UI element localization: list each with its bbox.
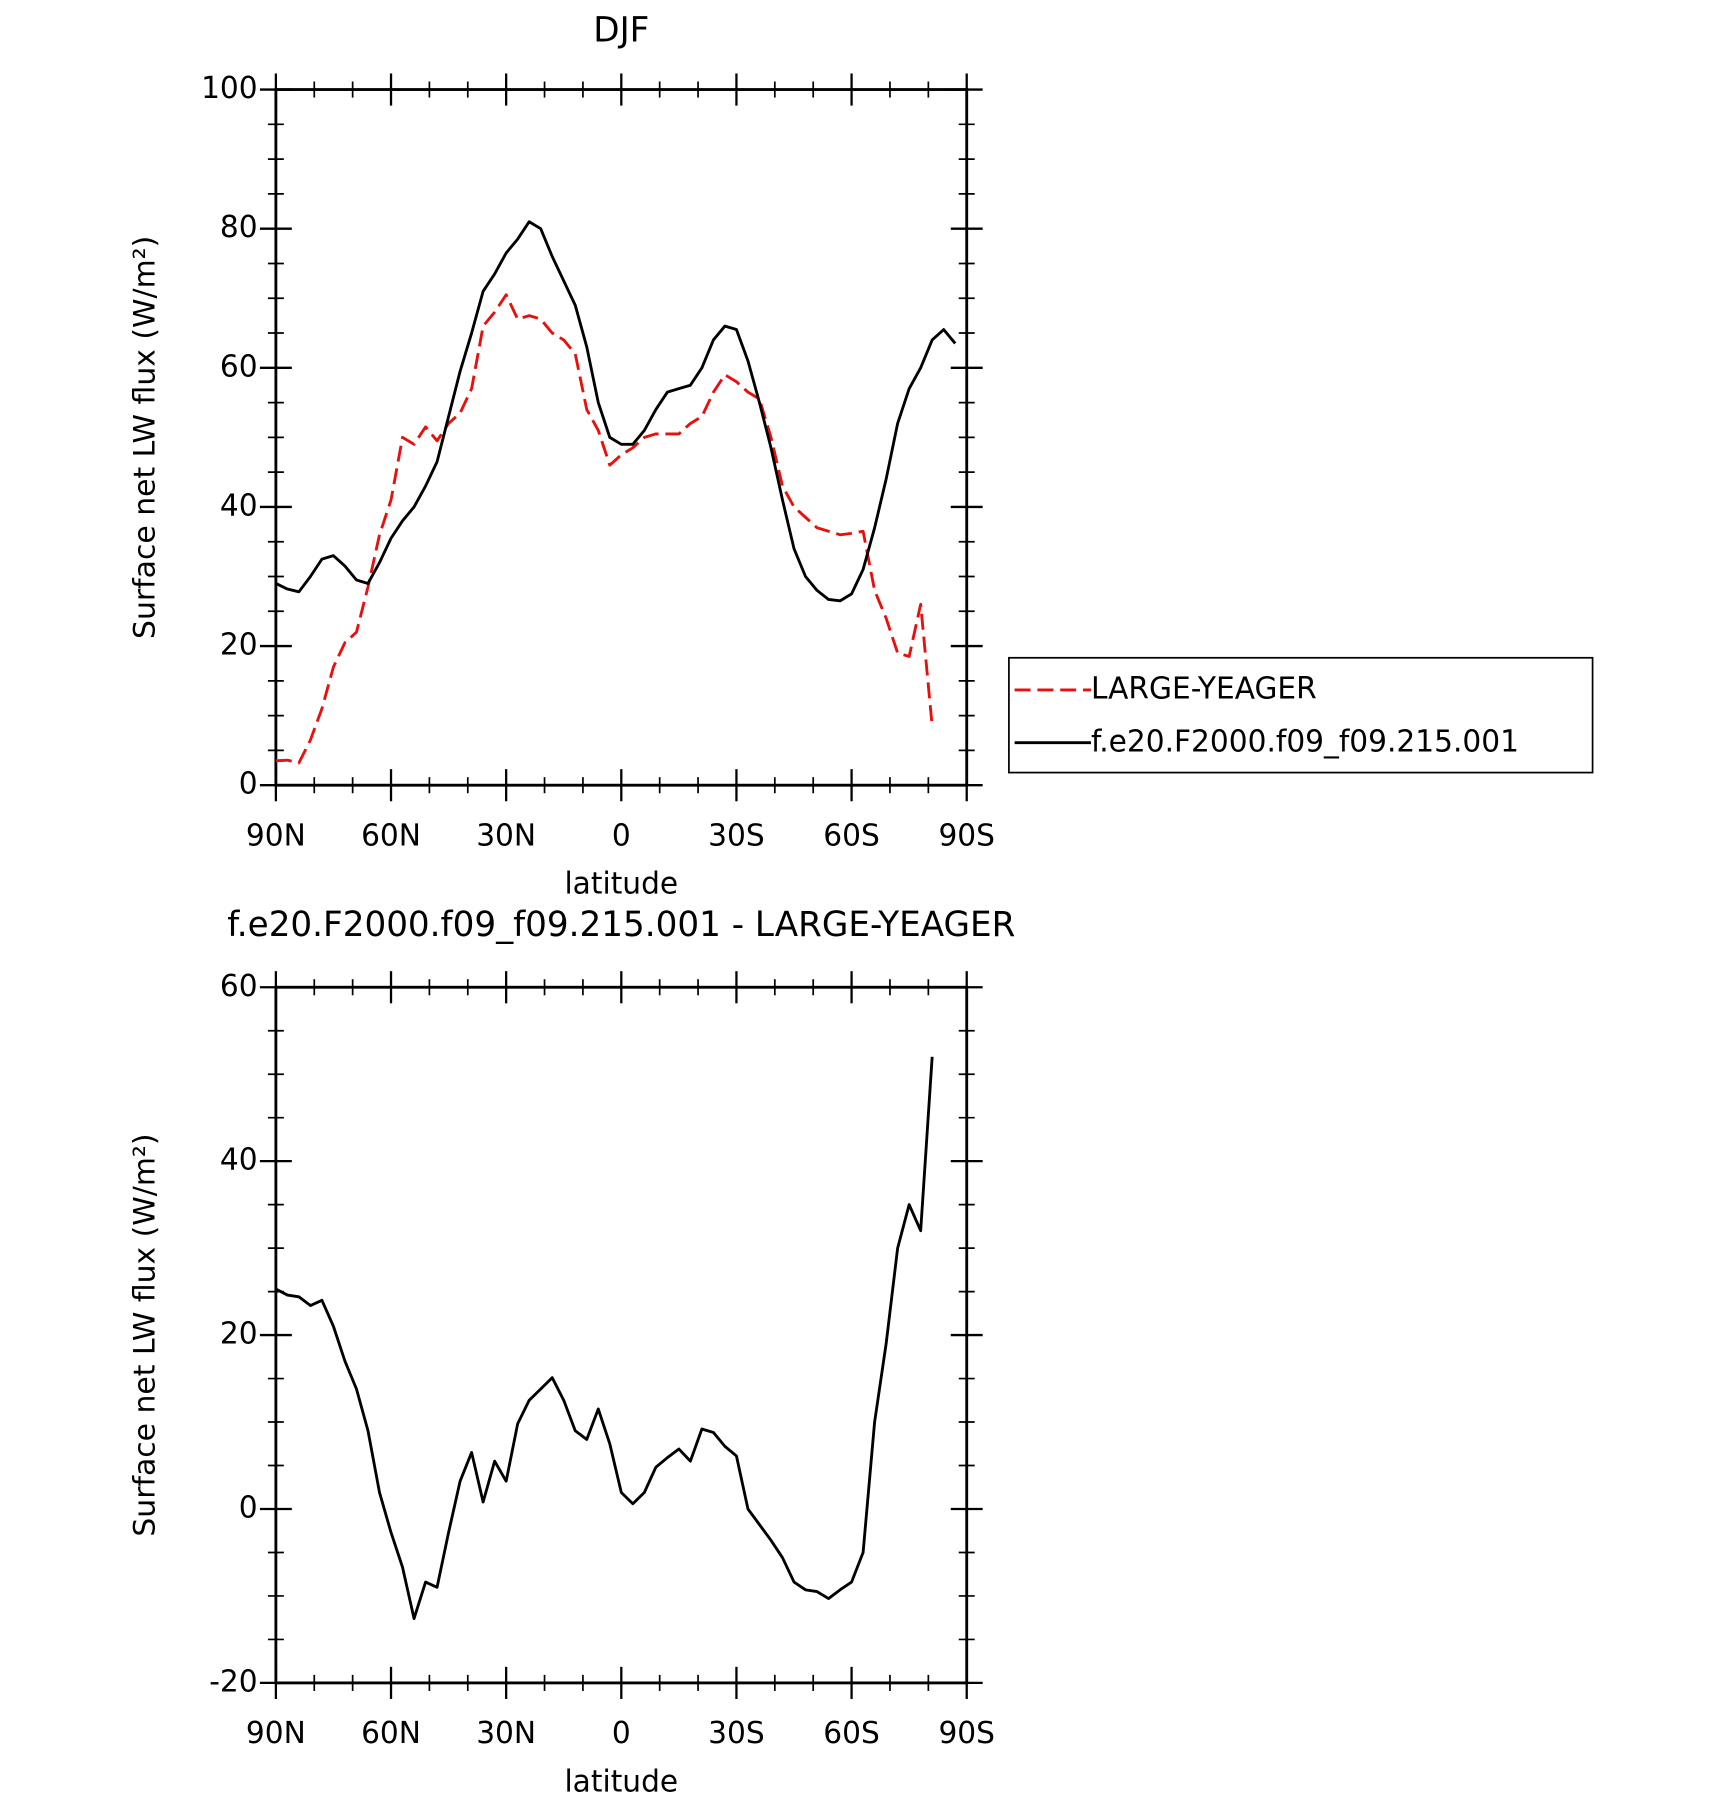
x-tick-label: 60N (361, 1716, 421, 1751)
data-line (275, 1056, 934, 1620)
y-tick-label: 20 (220, 1317, 258, 1352)
x-tick-label: 60S (823, 818, 880, 853)
x-axis-label: latitude (564, 867, 678, 902)
x-tick-label: 90N (246, 1716, 306, 1751)
plot-frame (274, 985, 969, 1685)
x-tick-label: 90S (938, 818, 995, 853)
y-tick-label: 60 (220, 349, 258, 384)
x-tick-label: 30N (476, 818, 536, 853)
x-tick-label: 30N (476, 1716, 536, 1751)
x-tick-label: 60N (361, 818, 421, 853)
x-tick-label: 0 (612, 1716, 631, 1751)
y-axis-label: Surface net LW flux (W/m²) (127, 236, 162, 639)
x-tick-label: 30S (708, 1716, 765, 1751)
chart-title: f.e20.F2000.f09_f09.215.001 - LARGE-YEAG… (227, 905, 1015, 945)
chart-title: DJF (593, 11, 649, 51)
legend-box (1008, 656, 1594, 774)
plot-frame (274, 88, 969, 787)
x-tick-label: 30S (708, 818, 765, 853)
data-line (275, 220, 957, 603)
y-tick-label: 100 (201, 71, 258, 106)
legend-label: LARGE-YEAGER (1091, 671, 1317, 706)
data-line (275, 293, 934, 765)
y-tick-label: -20 (209, 1664, 257, 1699)
x-tick-label: 0 (612, 818, 631, 853)
x-tick-label: 90S (938, 1716, 995, 1751)
y-tick-label: 80 (220, 210, 258, 245)
y-tick-label: 0 (239, 1490, 258, 1525)
y-axis-label: Surface net LW flux (W/m²) (127, 1133, 162, 1536)
y-tick-label: 60 (220, 969, 258, 1004)
x-tick-label: 60S (823, 1716, 880, 1751)
y-tick-label: 40 (220, 488, 258, 523)
legend-label: f.e20.F2000.f09_f09.215.001 (1091, 724, 1519, 759)
y-tick-label: 40 (220, 1143, 258, 1178)
y-tick-label: 20 (220, 628, 258, 663)
y-tick-label: 0 (239, 767, 258, 802)
x-tick-label: 90N (246, 818, 306, 853)
x-axis-label: latitude (564, 1764, 678, 1799)
